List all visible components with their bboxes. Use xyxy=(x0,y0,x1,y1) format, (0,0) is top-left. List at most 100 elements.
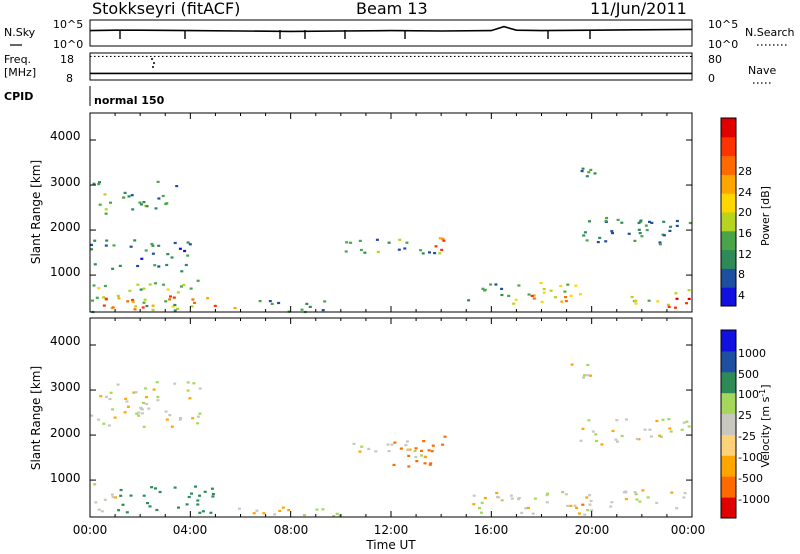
power-axis-ticks xyxy=(89,113,693,312)
heatmap-cell xyxy=(110,493,114,496)
heatmap-cell xyxy=(108,397,112,401)
heatmap-cell xyxy=(480,501,484,504)
heatmap-cell xyxy=(268,300,272,303)
heatmap-cell xyxy=(624,491,628,494)
heatmap-cell xyxy=(156,395,160,399)
heatmap-cell xyxy=(116,294,120,297)
heatmap-cell xyxy=(97,287,101,290)
heatmap-cell xyxy=(429,462,433,465)
heatmap-cell xyxy=(165,263,169,267)
heatmap-cell xyxy=(387,241,391,244)
heatmap-cell xyxy=(183,249,187,253)
heatmap-cell xyxy=(540,300,544,303)
heatmap-cell xyxy=(641,489,645,492)
heatmap-cell xyxy=(579,439,583,442)
heatmap-cell xyxy=(176,307,180,310)
velocity-ytick-4000: 4000 xyxy=(50,334,81,348)
heatmap-cell xyxy=(90,248,93,251)
heatmap-cell xyxy=(103,193,107,196)
heatmap-cell xyxy=(154,487,157,490)
heatmap-cell xyxy=(98,203,102,206)
heatmap-cell xyxy=(646,496,650,499)
heatmap-cell xyxy=(92,182,96,185)
heatmap-cell xyxy=(252,512,256,515)
freq-unit: [MHz] xyxy=(4,66,36,79)
heatmap-cell xyxy=(99,395,103,398)
heatmap-cell xyxy=(188,397,192,400)
heatmap-cell xyxy=(635,498,639,501)
heatmap-cell xyxy=(151,244,155,247)
heatmap-cell xyxy=(133,308,137,311)
power-ytick-1000: 1000 xyxy=(50,265,81,279)
heatmap-cell xyxy=(131,300,135,303)
heatmap-cell xyxy=(201,510,205,513)
heatmap-cell xyxy=(405,440,409,443)
heatmap-cell xyxy=(90,414,94,417)
power-cb-tick-16: 16 xyxy=(738,227,752,240)
heatmap-cell xyxy=(93,239,97,242)
heatmap-cell xyxy=(553,296,557,299)
heatmap-cell xyxy=(517,284,521,287)
heatmap-cell xyxy=(386,443,390,446)
vel-cb-segment xyxy=(721,330,736,352)
heatmap-cell xyxy=(173,486,177,489)
vel-cb-segment xyxy=(721,455,736,477)
heatmap-cell xyxy=(178,247,182,250)
vel-cb-tick-25: 25 xyxy=(738,409,752,422)
heatmap-cell xyxy=(546,492,550,495)
heatmap-cell xyxy=(610,501,614,504)
heatmap-cell xyxy=(332,515,336,518)
heatmap-cell xyxy=(586,374,590,377)
velocity-ylabel: Slant Range [km] xyxy=(29,366,43,470)
heatmap-cell xyxy=(185,503,189,506)
heatmap-cell xyxy=(656,300,660,303)
heatmap-cell xyxy=(349,241,353,244)
heatmap-cell xyxy=(255,509,259,512)
heatmap-cell xyxy=(144,387,148,390)
heatmap-cell xyxy=(673,306,677,309)
heatmap-cell xyxy=(126,405,130,408)
heatmap-cell xyxy=(335,512,339,515)
heatmap-cell xyxy=(173,303,177,307)
heatmap-cell xyxy=(187,495,191,499)
heatmap-cell xyxy=(575,506,579,509)
heatmap-cell xyxy=(675,224,679,227)
heatmap-cell xyxy=(633,239,637,242)
beam-title: Beam 13 xyxy=(356,0,428,18)
heatmap-cell xyxy=(620,434,624,438)
velocity-colorbar-label-end: ] xyxy=(759,384,772,388)
heatmap-cell xyxy=(145,205,149,208)
heatmap-cell xyxy=(129,245,133,248)
heatmap-cell xyxy=(155,381,159,384)
heatmap-cell xyxy=(374,450,378,453)
heatmap-cell xyxy=(136,283,140,286)
heatmap-cell xyxy=(140,408,144,411)
heatmap-cell xyxy=(645,229,649,232)
heatmap-cell xyxy=(532,294,536,297)
power-cb-segment xyxy=(721,212,736,232)
heatmap-cell xyxy=(164,410,168,413)
heatmap-cell xyxy=(170,425,174,428)
heatmap-cell xyxy=(581,427,585,430)
heatmap-cell xyxy=(166,253,170,256)
date-title: 11/Jun/2011 xyxy=(590,0,687,18)
heatmap-cell xyxy=(596,241,600,244)
heatmap-cell xyxy=(173,309,177,312)
heatmap-cell xyxy=(661,418,665,421)
heatmap-cell xyxy=(166,288,170,291)
heatmap-cell xyxy=(136,264,140,268)
heatmap-cell xyxy=(542,288,546,291)
station-title: Stokkseyri (fitACF) xyxy=(92,0,240,18)
heatmap-cell xyxy=(560,300,564,303)
heatmap-cell xyxy=(441,443,445,446)
heatmap-cell xyxy=(273,513,277,516)
heatmap-cell xyxy=(399,447,403,450)
heatmap-cell xyxy=(586,509,590,512)
heatmap-cell xyxy=(598,236,602,239)
heatmap-cell xyxy=(669,225,673,228)
heatmap-cell xyxy=(98,181,101,184)
power-cb-segment xyxy=(721,230,736,251)
heatmap-cell xyxy=(662,234,666,237)
xtick-2400: 00:00 xyxy=(671,523,706,537)
heatmap-cell xyxy=(415,460,419,463)
